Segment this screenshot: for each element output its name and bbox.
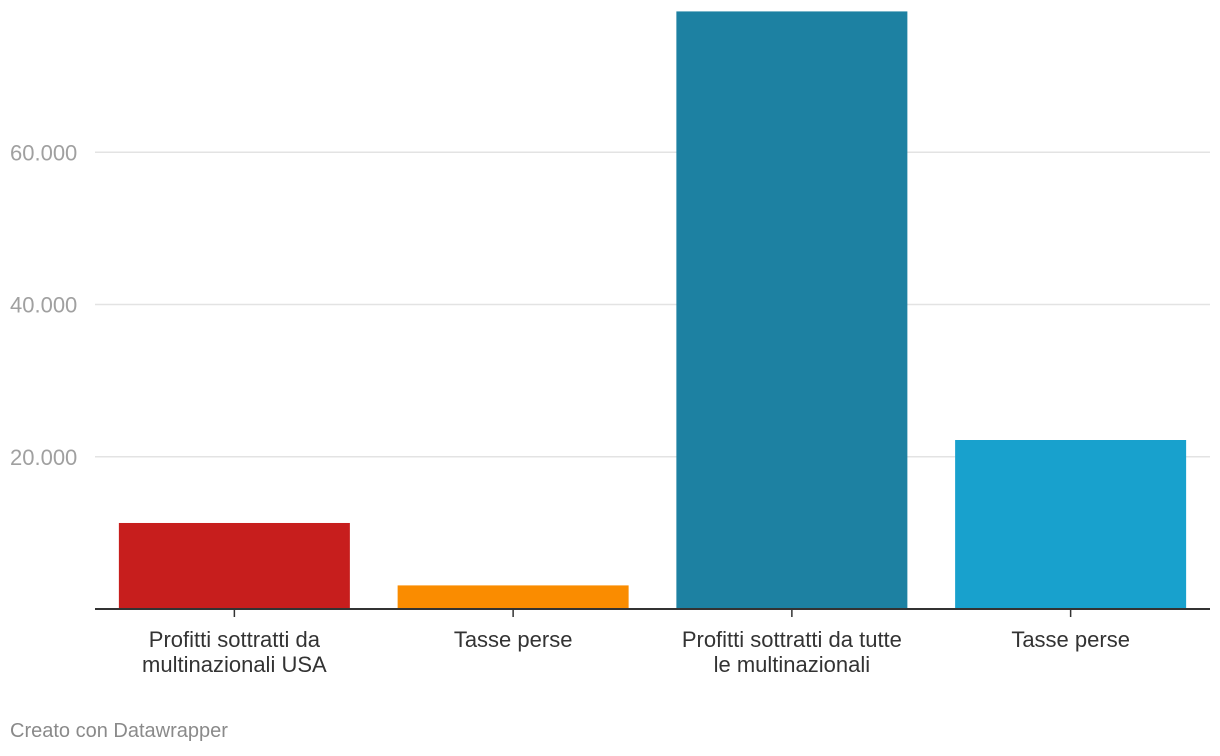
- x-category-label-line: Profitti sottratti da: [149, 627, 321, 652]
- y-tick-label: 20.000: [10, 445, 77, 470]
- bar: [676, 11, 908, 609]
- x-axis-category-labels: Profitti sottratti da multinazionali USA T…: [142, 627, 1130, 677]
- x-category-label: Tasse perse: [454, 627, 573, 652]
- x-category-label: Tasse perse: [1011, 627, 1130, 652]
- y-tick-label: 60.000: [10, 140, 77, 165]
- x-category-label-line: Tasse perse: [1011, 627, 1130, 652]
- bar: [118, 522, 350, 609]
- gridlines: [95, 151, 1210, 458]
- credit-text: Creato con Datawrapper: [10, 720, 228, 742]
- y-axis-tick-labels: 20.000 40.000 60.000: [10, 140, 77, 470]
- x-category-label-line: Profitti sottratti da tutte: [682, 627, 902, 652]
- y-tick-label: 40.000: [10, 293, 77, 318]
- x-category-label-line: le multinazionali: [714, 652, 871, 677]
- x-category-label-line: multinazionali USA: [142, 652, 327, 677]
- x-category-label-line: Tasse perse: [454, 627, 573, 652]
- bar: [397, 585, 629, 609]
- bars: [118, 11, 1187, 609]
- bar: [955, 440, 1187, 609]
- x-category-label: Profitti sottratti da tutte le multinazio…: [682, 627, 902, 677]
- x-category-label: Profitti sottratti da multinazionali USA: [142, 627, 327, 677]
- x-axis-ticks: [233, 609, 1072, 617]
